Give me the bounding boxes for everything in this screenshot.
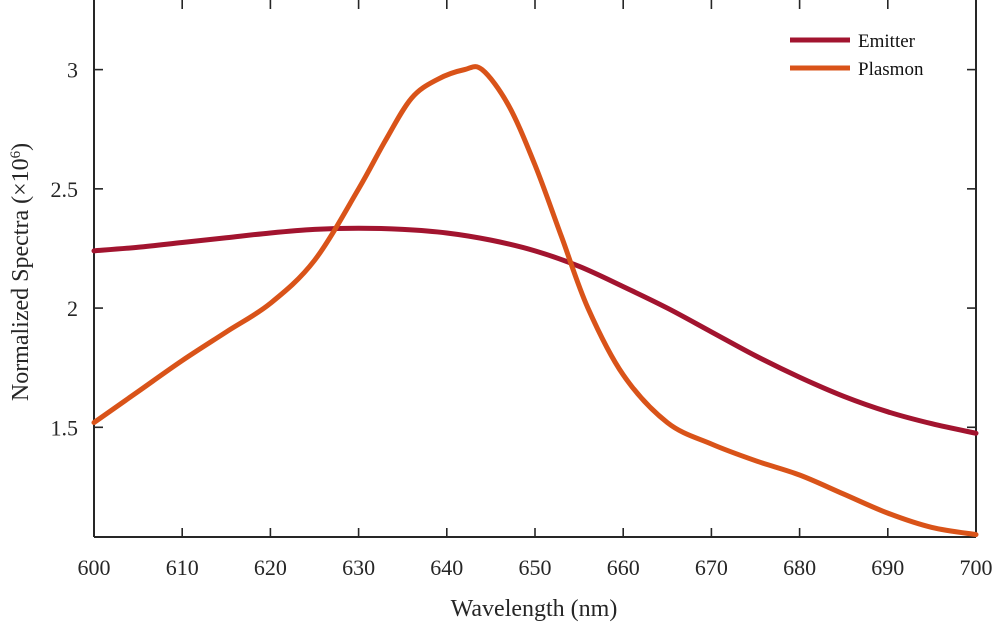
y-axis-title: Normalized Spectra (×106): [8, 143, 34, 401]
x-tick-label: 640: [430, 555, 463, 580]
y-tick-label: 2.5: [51, 177, 79, 202]
chart-legend: Emitter Plasmon: [790, 31, 924, 80]
x-tick-label: 680: [783, 555, 816, 580]
chart-axes: [93, 0, 977, 538]
x-tick-label: 610: [166, 555, 199, 580]
legend-label-plasmon: Plasmon: [858, 59, 924, 80]
chart-ticks: 600 610 620 630 640 650 660 670 680 690 700 1.5 2 2.5…: [51, 0, 993, 580]
legend-label-emitter: Emitter: [858, 31, 916, 52]
series-line-emitter: [91, 225, 979, 436]
y-axis-title-text: Normalized Spectra (×10: [8, 158, 34, 401]
series-line-plasmon: [91, 64, 979, 538]
x-tick-label: 700: [960, 555, 993, 580]
x-tick-label: 600: [78, 555, 111, 580]
x-tick-label: 650: [519, 555, 552, 580]
x-tick-label: 630: [342, 555, 375, 580]
x-tick-label: 690: [871, 555, 904, 580]
x-tick-label: 620: [254, 555, 287, 580]
y-tick-label: 1.5: [51, 415, 79, 440]
y-tick-label: 3: [67, 58, 78, 83]
x-tick-label: 660: [607, 555, 640, 580]
x-tick-label: 670: [695, 555, 728, 580]
chart-series: [91, 64, 979, 538]
y-axis-title-exponent: 6: [8, 150, 24, 158]
y-axis-title-suffix: ): [8, 143, 34, 151]
x-axis-title: Wavelength (nm): [451, 596, 618, 622]
y-tick-label: 2: [67, 296, 78, 321]
